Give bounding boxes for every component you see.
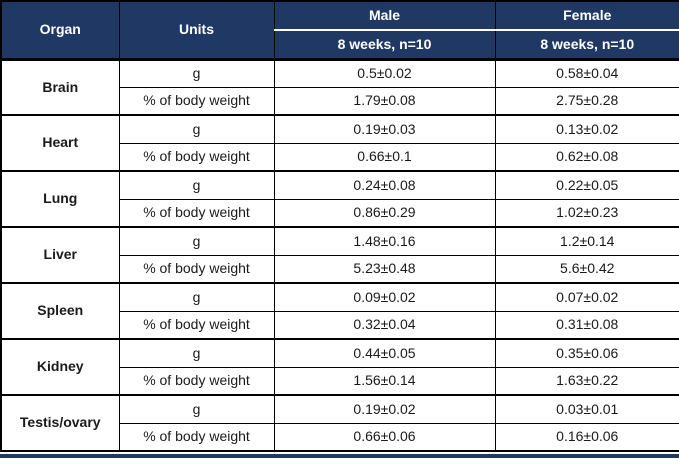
male-group-header: Male [273,0,496,31]
unit-cell: % of body weight [118,198,275,228]
unit-cell: g [118,114,275,144]
female-value-cell: 0.22±0.05 [494,170,679,200]
unit-cell: % of body weight [118,142,275,172]
female-value-cell: 0.35±0.06 [494,338,679,368]
male-value-cell: 0.44±0.05 [273,338,496,368]
unit-cell: g [118,58,275,88]
unit-cell: g [118,170,275,200]
female-value-cell: 0.58±0.04 [494,58,679,88]
female-value-cell: 0.16±0.06 [494,422,679,452]
unit-cell: % of body weight [118,422,275,452]
units-column-header: Units [118,0,275,61]
male-value-cell: 1.79±0.08 [273,86,496,116]
male-value-cell: 0.5±0.02 [273,58,496,88]
male-value-cell: 5.23±0.48 [273,254,496,284]
table-row: % of body weight 0.66±0.06 0.16±0.06 [1,422,679,452]
unit-cell: g [118,394,275,424]
female-value-cell: 0.07±0.02 [494,282,679,312]
organ-cell: Kidney [0,338,120,396]
unit-cell: g [118,338,275,368]
male-value-cell: 0.66±0.1 [273,142,496,172]
unit-cell: % of body weight [118,254,275,284]
female-value-cell: 1.63±0.22 [494,366,679,396]
table-row: Testis/ovary g 0.19±0.02 0.03±0.01 [0,394,679,452]
female-subheader: 8 weeks, n=10 [494,29,679,61]
unit-cell: g [118,226,275,256]
unit-cell: % of body weight [118,366,275,396]
table-bottom-bar [0,454,679,458]
male-value-cell: 0.09±0.02 [273,282,496,312]
organ-weight-table: Organ Units Male Female 8 weeks, n=10 8 … [0,0,679,452]
female-value-cell: 1.2±0.14 [494,226,679,256]
table-row: Brain g 0.5±0.02 0.58±0.04 [0,58,679,116]
table-row: Liver g 1.48±0.16 1.2±0.14 [0,226,679,284]
table-row: % of body weight 1.56±0.14 1.63±0.22 [1,366,679,396]
female-value-cell: 1.02±0.23 [494,198,679,228]
female-value-cell: 2.75±0.28 [494,86,679,116]
organ-cell: Testis/ovary [0,394,120,452]
organ-cell: Spleen [0,282,120,340]
male-value-cell: 0.66±0.06 [273,422,496,452]
male-value-cell: 0.32±0.04 [273,310,496,340]
table-row: % of body weight 0.86±0.29 1.02±0.23 [1,198,679,228]
table-row: Spleen g 0.09±0.02 0.07±0.02 [0,282,679,340]
organ-cell: Heart [0,114,120,172]
male-value-cell: 1.56±0.14 [273,366,496,396]
female-value-cell: 0.62±0.08 [494,142,679,172]
female-value-cell: 0.03±0.01 [494,394,679,424]
female-value-cell: 5.6±0.42 [494,254,679,284]
table-row: Heart g 0.19±0.03 0.13±0.02 [0,114,679,172]
male-value-cell: 0.19±0.02 [273,394,496,424]
organ-column-header: Organ [0,0,120,61]
unit-cell: g [118,282,275,312]
table-row: % of body weight 0.66±0.1 0.62±0.08 [1,142,679,172]
table-row: % of body weight 0.32±0.04 0.31±0.08 [1,310,679,340]
female-value-cell: 0.13±0.02 [494,114,679,144]
header-row-top: Organ Units Male Female [0,0,679,61]
male-value-cell: 0.24±0.08 [273,170,496,200]
header-row-sub: 8 weeks, n=10 8 weeks, n=10 [1,29,679,61]
organ-cell: Brain [0,58,120,116]
table-header: Organ Units Male Female 8 weeks, n=10 8 … [0,0,679,61]
female-group-header: Female [494,0,679,31]
male-value-cell: 0.86±0.29 [273,198,496,228]
unit-cell: % of body weight [118,86,275,116]
table-row: Lung g 0.24±0.08 0.22±0.05 [0,170,679,228]
male-value-cell: 0.19±0.03 [273,114,496,144]
table-row: Kidney g 0.44±0.05 0.35±0.06 [0,338,679,396]
organ-cell: Lung [0,170,120,228]
female-value-cell: 0.31±0.08 [494,310,679,340]
male-subheader: 8 weeks, n=10 [273,29,496,61]
unit-cell: % of body weight [118,310,275,340]
organ-cell: Liver [0,226,120,284]
male-value-cell: 1.48±0.16 [273,226,496,256]
table-body: Brain g 0.5±0.02 0.58±0.04% of body weight 1… [0,58,679,452]
